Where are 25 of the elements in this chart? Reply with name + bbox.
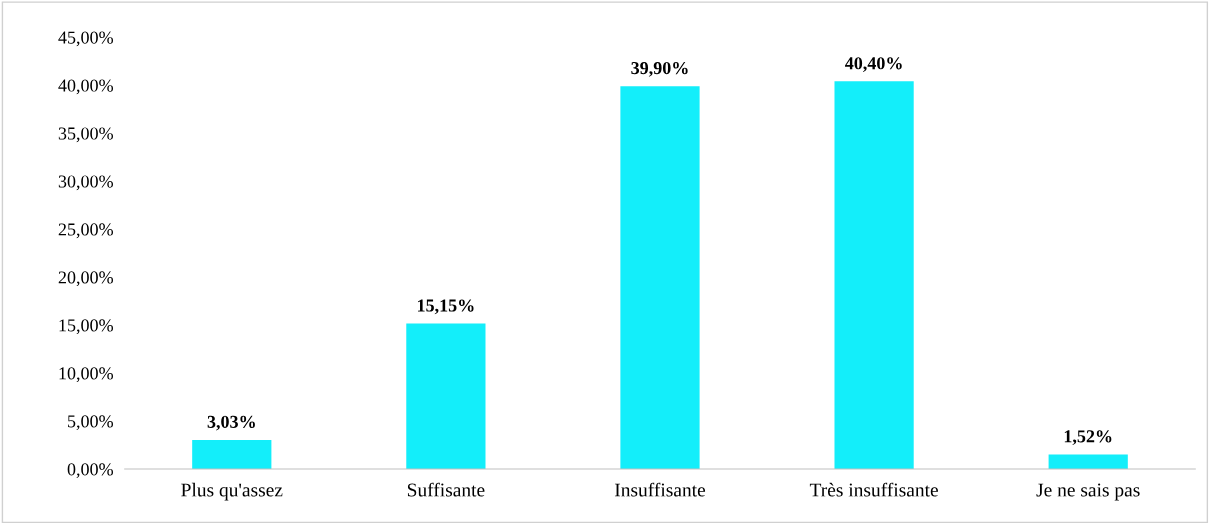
bar <box>620 86 700 469</box>
data-label: 39,90% <box>631 61 688 77</box>
bar <box>834 81 914 469</box>
y-tick-label: 40,00% <box>58 79 114 95</box>
x-tick-label: Insuffisante <box>614 482 706 497</box>
data-label: 3,03% <box>207 415 255 431</box>
y-tick-label: 45,00% <box>58 31 114 47</box>
y-tick-label: 25,00% <box>58 223 114 239</box>
y-tick-label: 0,00% <box>67 463 114 479</box>
x-tick-label: Suffisante <box>407 482 485 497</box>
bar <box>406 323 486 469</box>
y-tick-label: 10,00% <box>59 367 114 383</box>
y-tick-label: 15,00% <box>59 319 114 335</box>
data-label: 1,52% <box>1064 430 1112 446</box>
y-tick-label: 35,00% <box>58 127 114 143</box>
bar <box>192 439 272 469</box>
y-tick-label: 20,00% <box>58 271 114 287</box>
x-tick-label: Très insuffisante <box>809 482 938 497</box>
x-tick-label: Je ne sais pas <box>1036 483 1140 501</box>
y-tick-label: 30,00% <box>58 175 114 191</box>
data-label: 40,40% <box>845 57 902 72</box>
data-label: 15,15% <box>418 299 474 315</box>
x-tick-label: Plus qu'assez <box>181 482 283 501</box>
bar <box>1048 454 1128 469</box>
y-tick-label: 5,00% <box>68 415 114 431</box>
